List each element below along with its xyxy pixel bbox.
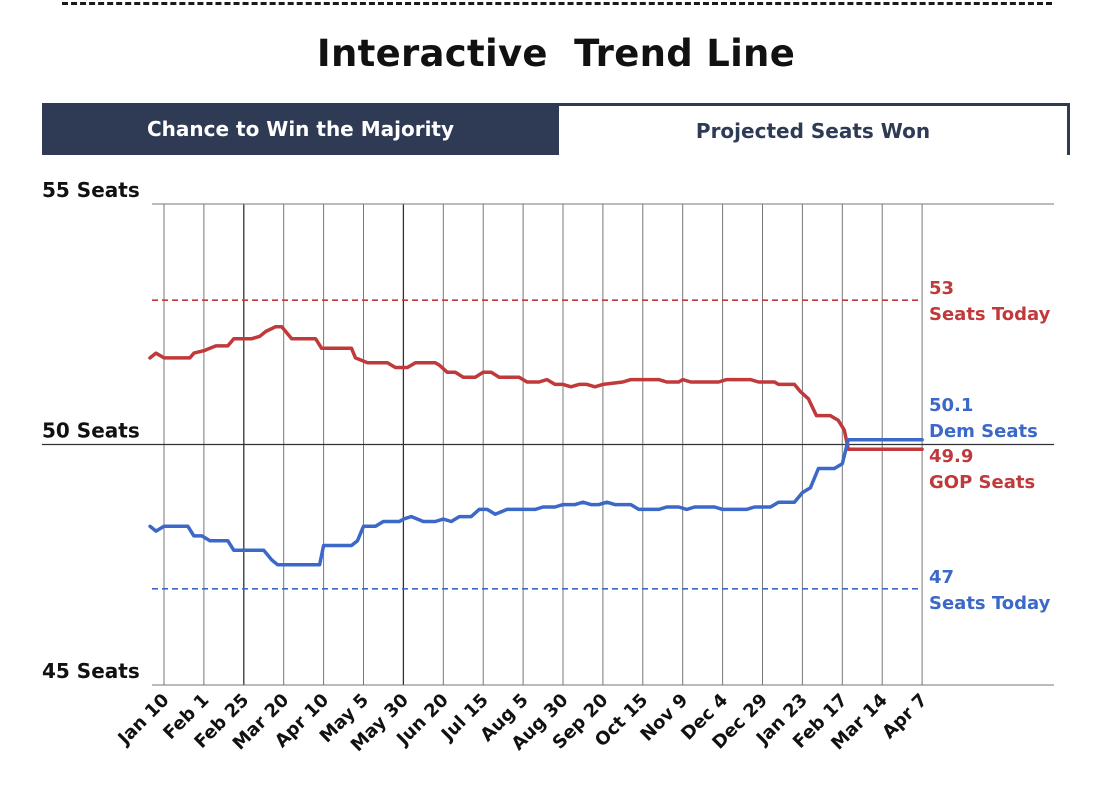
reference-value-dem: 47 (929, 567, 954, 588)
reference-text-gop: Seats Today (929, 304, 1051, 325)
end-value-gop: 49.9 (929, 446, 973, 467)
y-tick-label: 50 Seats (42, 419, 140, 443)
y-tick-label: 55 Seats (42, 178, 140, 202)
reference-text-dem: Seats Today (929, 593, 1051, 614)
x-tick-label: Apr 7 (878, 690, 931, 743)
top-dashed-divider (62, 2, 1052, 5)
x-tick-label: Jan 10 (113, 690, 174, 751)
end-value-dem: 50.1 (929, 395, 973, 416)
series-line-gop (148, 324, 924, 452)
y-tick-label: 45 Seats (42, 659, 140, 683)
series-line-dem (148, 437, 924, 567)
end-text-gop: GOP Seats (929, 472, 1035, 493)
tab-projected-seats[interactable]: Projected Seats Won (559, 103, 1070, 155)
tab-chance-to-win[interactable]: Chance to Win the Majority (42, 103, 559, 155)
reference-value-gop: 53 (929, 278, 954, 299)
chart-tabs: Chance to Win the Majority Projected Sea… (42, 103, 1070, 155)
page-title: Interactive Trend Line (316, 32, 796, 75)
end-text-dem: Dem Seats (929, 421, 1038, 442)
